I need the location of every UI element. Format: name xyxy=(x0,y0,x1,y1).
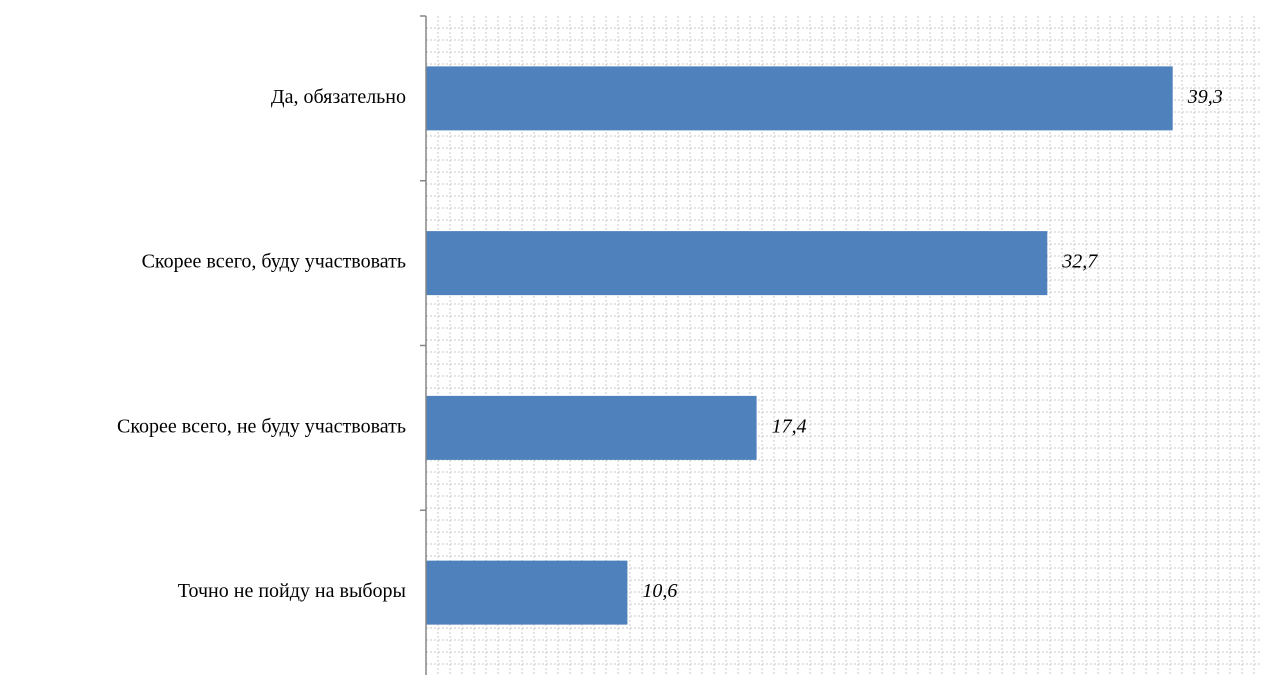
data-labels: 39,3 32,7 17,4 10,6 xyxy=(642,86,1222,602)
category-label: Скорее всего, не буду участвовать xyxy=(117,415,406,437)
category-label: Да, обязательно xyxy=(271,86,406,108)
category-labels: Да, обязательно Скорее всего, буду участв… xyxy=(117,86,406,602)
bar xyxy=(426,395,757,460)
data-label: 39,3 xyxy=(1187,86,1223,108)
bar xyxy=(426,231,1048,296)
category-label: Скорее всего, буду участвовать xyxy=(142,251,406,273)
bar xyxy=(426,560,628,625)
bars xyxy=(426,66,1173,625)
data-label: 32,7 xyxy=(1061,251,1098,273)
category-label: Точно не пойду на выборы xyxy=(178,580,406,602)
data-label: 10,6 xyxy=(642,580,677,602)
category-axis xyxy=(420,15,427,675)
bar xyxy=(426,66,1173,131)
data-label: 17,4 xyxy=(772,415,807,437)
